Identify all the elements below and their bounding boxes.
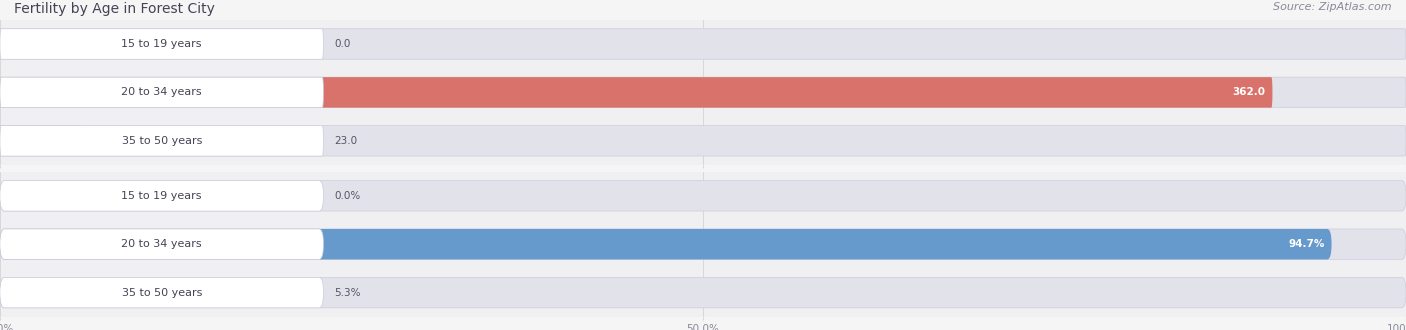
Text: 20 to 34 years: 20 to 34 years <box>121 87 202 97</box>
FancyBboxPatch shape <box>0 29 1406 59</box>
FancyBboxPatch shape <box>0 277 323 308</box>
Text: 0.0: 0.0 <box>335 39 352 49</box>
Text: 15 to 19 years: 15 to 19 years <box>121 39 202 49</box>
FancyBboxPatch shape <box>0 277 1406 308</box>
FancyBboxPatch shape <box>0 181 1406 211</box>
FancyBboxPatch shape <box>0 229 323 259</box>
Text: 35 to 50 years: 35 to 50 years <box>121 136 202 146</box>
Text: 35 to 50 years: 35 to 50 years <box>121 288 202 298</box>
FancyBboxPatch shape <box>0 229 1331 259</box>
FancyBboxPatch shape <box>0 181 323 211</box>
FancyBboxPatch shape <box>0 125 1406 156</box>
FancyBboxPatch shape <box>0 229 1406 259</box>
Text: Fertility by Age in Forest City: Fertility by Age in Forest City <box>14 2 215 16</box>
FancyBboxPatch shape <box>0 29 323 59</box>
Text: 23.0: 23.0 <box>335 136 357 146</box>
FancyBboxPatch shape <box>0 77 1272 108</box>
Text: 362.0: 362.0 <box>1233 87 1265 97</box>
FancyBboxPatch shape <box>0 125 323 156</box>
FancyBboxPatch shape <box>0 277 75 308</box>
FancyBboxPatch shape <box>0 77 323 108</box>
Text: 94.7%: 94.7% <box>1288 239 1324 249</box>
Text: 5.3%: 5.3% <box>335 288 361 298</box>
FancyBboxPatch shape <box>0 77 1406 108</box>
Text: 0.0%: 0.0% <box>335 191 361 201</box>
Text: 15 to 19 years: 15 to 19 years <box>121 191 202 201</box>
FancyBboxPatch shape <box>0 125 82 156</box>
Text: 20 to 34 years: 20 to 34 years <box>121 239 202 249</box>
Text: Source: ZipAtlas.com: Source: ZipAtlas.com <box>1274 2 1392 12</box>
